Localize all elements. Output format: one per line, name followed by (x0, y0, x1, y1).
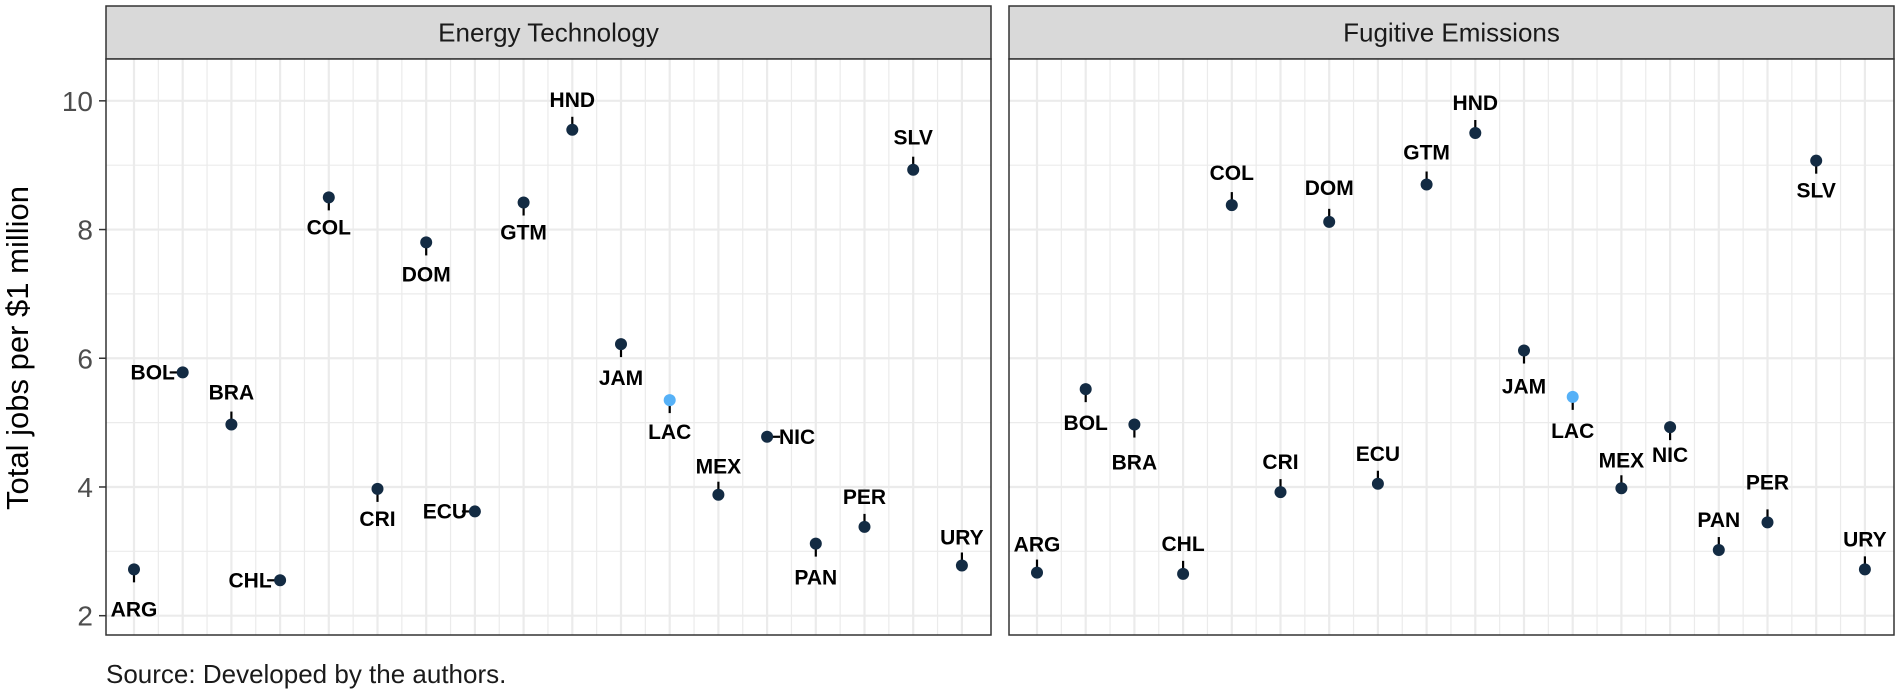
point-lac (663, 394, 676, 407)
point-label-arg: ARG (111, 598, 158, 621)
point-label-lac: LAC (1551, 420, 1594, 443)
point-label-ecu: ECU (423, 500, 467, 523)
point-slv (1810, 154, 1823, 167)
y-tick-label: 8 (77, 215, 93, 246)
point-per (858, 520, 871, 533)
point-label-ury: URY (940, 526, 984, 549)
point-label-dom: DOM (402, 263, 451, 286)
point-ury (1858, 563, 1871, 576)
point-hnd (1469, 127, 1482, 140)
y-axis: 2 4 6 8 10 (62, 86, 106, 632)
point-cri (1274, 486, 1287, 499)
gridlines (106, 59, 991, 635)
point-nic (761, 430, 774, 443)
point-label-lac: LAC (648, 421, 691, 444)
source-caption: Source: Developed by the authors. (106, 659, 506, 689)
facet-title: Energy Technology (438, 18, 659, 48)
point-ecu (1371, 477, 1384, 490)
point-label-per: PER (843, 486, 886, 509)
point-dom (1323, 215, 1336, 228)
point-label-dom: DOM (1305, 177, 1354, 200)
point-nic (1664, 421, 1677, 434)
point-mex (1615, 482, 1628, 495)
point-chl (274, 574, 287, 587)
y-axis-title: Total jobs per $1 million (0, 186, 35, 510)
point-label-chl: CHL (1162, 533, 1205, 556)
point-label-cri: CRI (1262, 451, 1298, 474)
point-label-per: PER (1746, 471, 1789, 494)
point-cri (371, 482, 384, 495)
point-label-col: COL (307, 216, 352, 239)
panel-energy-technology: Energy Technology ARG BOL BRA CHL COL CRI DOM EC… (105, 5, 992, 636)
point-lac (1566, 390, 1579, 403)
point-hnd (566, 123, 579, 136)
point-chl (1177, 567, 1190, 580)
y-tick-label: 4 (77, 472, 93, 503)
panels-layer: Energy TechnologyARGBOLBRACHLCOLCRIDOMEC… (105, 5, 1895, 636)
point-label-bra: BRA (209, 382, 255, 405)
point-pan (809, 537, 822, 550)
y-tick-label: 2 (77, 601, 93, 632)
gridlines (1009, 59, 1894, 635)
point-label-hnd: HND (1453, 92, 1499, 115)
point-label-slv: SLV (1797, 180, 1836, 203)
point-label-pan: PAN (794, 567, 837, 590)
point-bol (176, 366, 189, 379)
point-bol (1079, 383, 1092, 396)
point-label-pan: PAN (1697, 509, 1740, 532)
point-label-jam: JAM (599, 367, 643, 390)
point-arg (1031, 566, 1043, 579)
point-label-nic: NIC (779, 426, 815, 449)
point-jam (615, 338, 627, 351)
point-pan (1712, 544, 1725, 557)
point-col (1225, 199, 1238, 212)
point-label-slv: SLV (894, 127, 933, 150)
panel-border (105, 58, 992, 636)
point-label-jam: JAM (1502, 376, 1546, 399)
point-label-chl: CHL (229, 569, 272, 592)
point-bra (225, 418, 238, 431)
point-label-arg: ARG (1014, 534, 1061, 557)
point-col (322, 191, 335, 204)
point-bra (1128, 418, 1141, 431)
point-label-mex: MEX (696, 456, 742, 479)
point-slv (907, 163, 920, 176)
point-label-col: COL (1210, 162, 1255, 185)
point-dom (420, 236, 433, 249)
facet-title: Fugitive Emissions (1343, 18, 1560, 48)
point-label-nic: NIC (1652, 444, 1688, 467)
point-mex (712, 488, 725, 501)
point-label-mex: MEX (1599, 449, 1645, 472)
point-label-bol: BOL (131, 361, 176, 384)
point-label-gtm: GTM (500, 222, 547, 245)
point-label-bra: BRA (1112, 452, 1158, 475)
point-ecu (468, 505, 481, 518)
y-tick-label: 6 (77, 343, 93, 374)
point-label-ury: URY (1843, 528, 1887, 551)
point-gtm (517, 196, 530, 209)
facet-strip (1008, 5, 1895, 60)
panel-border (1008, 58, 1895, 636)
y-tick-label: 10 (62, 86, 93, 117)
point-gtm (1420, 178, 1433, 191)
point-ury (955, 559, 968, 572)
point-per (1761, 516, 1774, 529)
facet-strip (105, 5, 992, 60)
point-jam (1518, 344, 1530, 357)
point-arg (128, 563, 140, 576)
point-label-ecu: ECU (1356, 443, 1400, 466)
point-label-gtm: GTM (1403, 141, 1450, 164)
point-label-hnd: HND (550, 89, 596, 112)
point-label-cri: CRI (359, 508, 395, 531)
point-label-bol: BOL (1064, 412, 1109, 435)
